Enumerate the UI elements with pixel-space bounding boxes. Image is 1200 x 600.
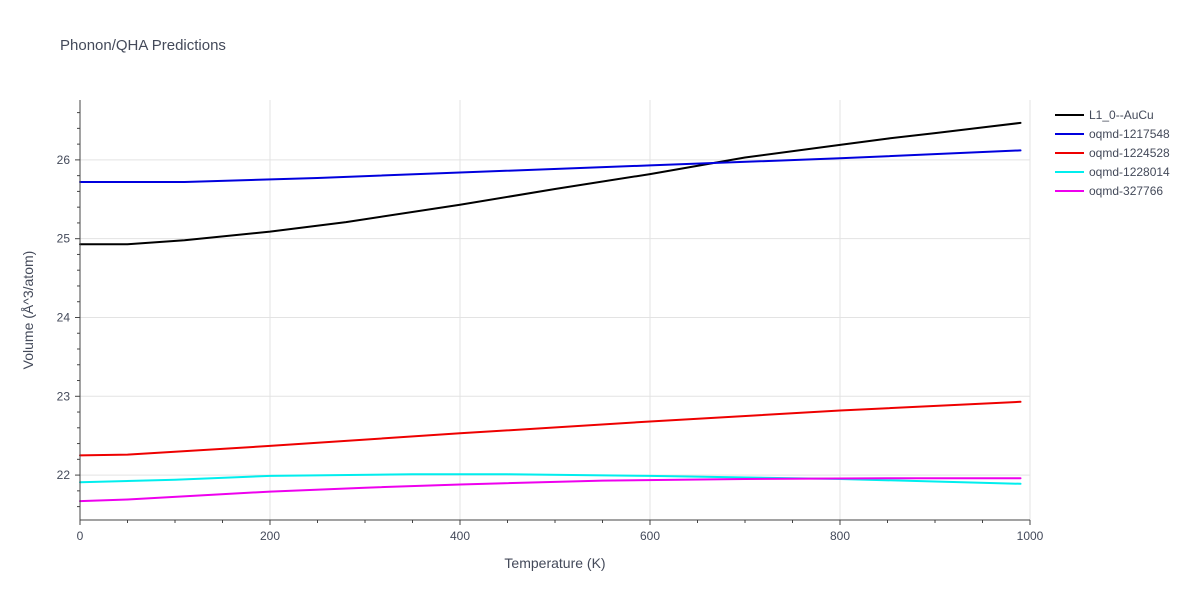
- x-tick-label: 600: [640, 529, 660, 543]
- legend-label: oqmd-1228014: [1089, 165, 1170, 179]
- legend-label: L1_0--AuCu: [1089, 108, 1154, 122]
- y-tick-label: 26: [57, 153, 71, 167]
- grid-layer: [80, 100, 1031, 520]
- legend[interactable]: L1_0--AuCu oqmd-1217548 oqmd-1224528 oqmd-1…: [1055, 108, 1170, 198]
- series-line-oqmd-1224528: [79, 400, 1022, 457]
- series-line-oqmd-1217548: [79, 149, 1022, 183]
- y-tick-label: 24: [57, 310, 71, 324]
- legend-item[interactable]: oqmd-327766: [1055, 184, 1163, 198]
- legend-item[interactable]: oqmd-1228014: [1055, 165, 1170, 179]
- legend-item[interactable]: L1_0--AuCu: [1055, 108, 1154, 122]
- legend-label: oqmd-1224528: [1089, 146, 1170, 160]
- series-line-oqmd-327766: [79, 477, 1022, 503]
- legend-item[interactable]: oqmd-1224528: [1055, 146, 1170, 160]
- x-tick-label: 400: [450, 529, 470, 543]
- x-tick-label: 800: [830, 529, 850, 543]
- legend-item[interactable]: oqmd-1217548: [1055, 127, 1170, 141]
- y-tick-label: 25: [57, 232, 71, 246]
- y-axis-title: Volume (Å^3/atom): [20, 251, 36, 370]
- x-axis-title: Temperature (K): [504, 555, 605, 571]
- y-tick-label: 23: [57, 389, 71, 403]
- axes-layer: 0 200 400 600 800 1000 22 23 24 25 26: [57, 100, 1044, 543]
- x-tick-label: 0: [77, 529, 84, 543]
- legend-label: oqmd-327766: [1089, 184, 1163, 198]
- chart-title: Phonon/QHA Predictions: [60, 37, 226, 54]
- x-tick-label: 1000: [1017, 529, 1044, 543]
- series-line-L1_0--AuCu: [79, 121, 1022, 246]
- legend-label: oqmd-1217548: [1089, 127, 1170, 141]
- y-tick-label: 22: [57, 468, 71, 482]
- series-layer: [79, 121, 1022, 503]
- x-tick-label: 200: [260, 529, 280, 543]
